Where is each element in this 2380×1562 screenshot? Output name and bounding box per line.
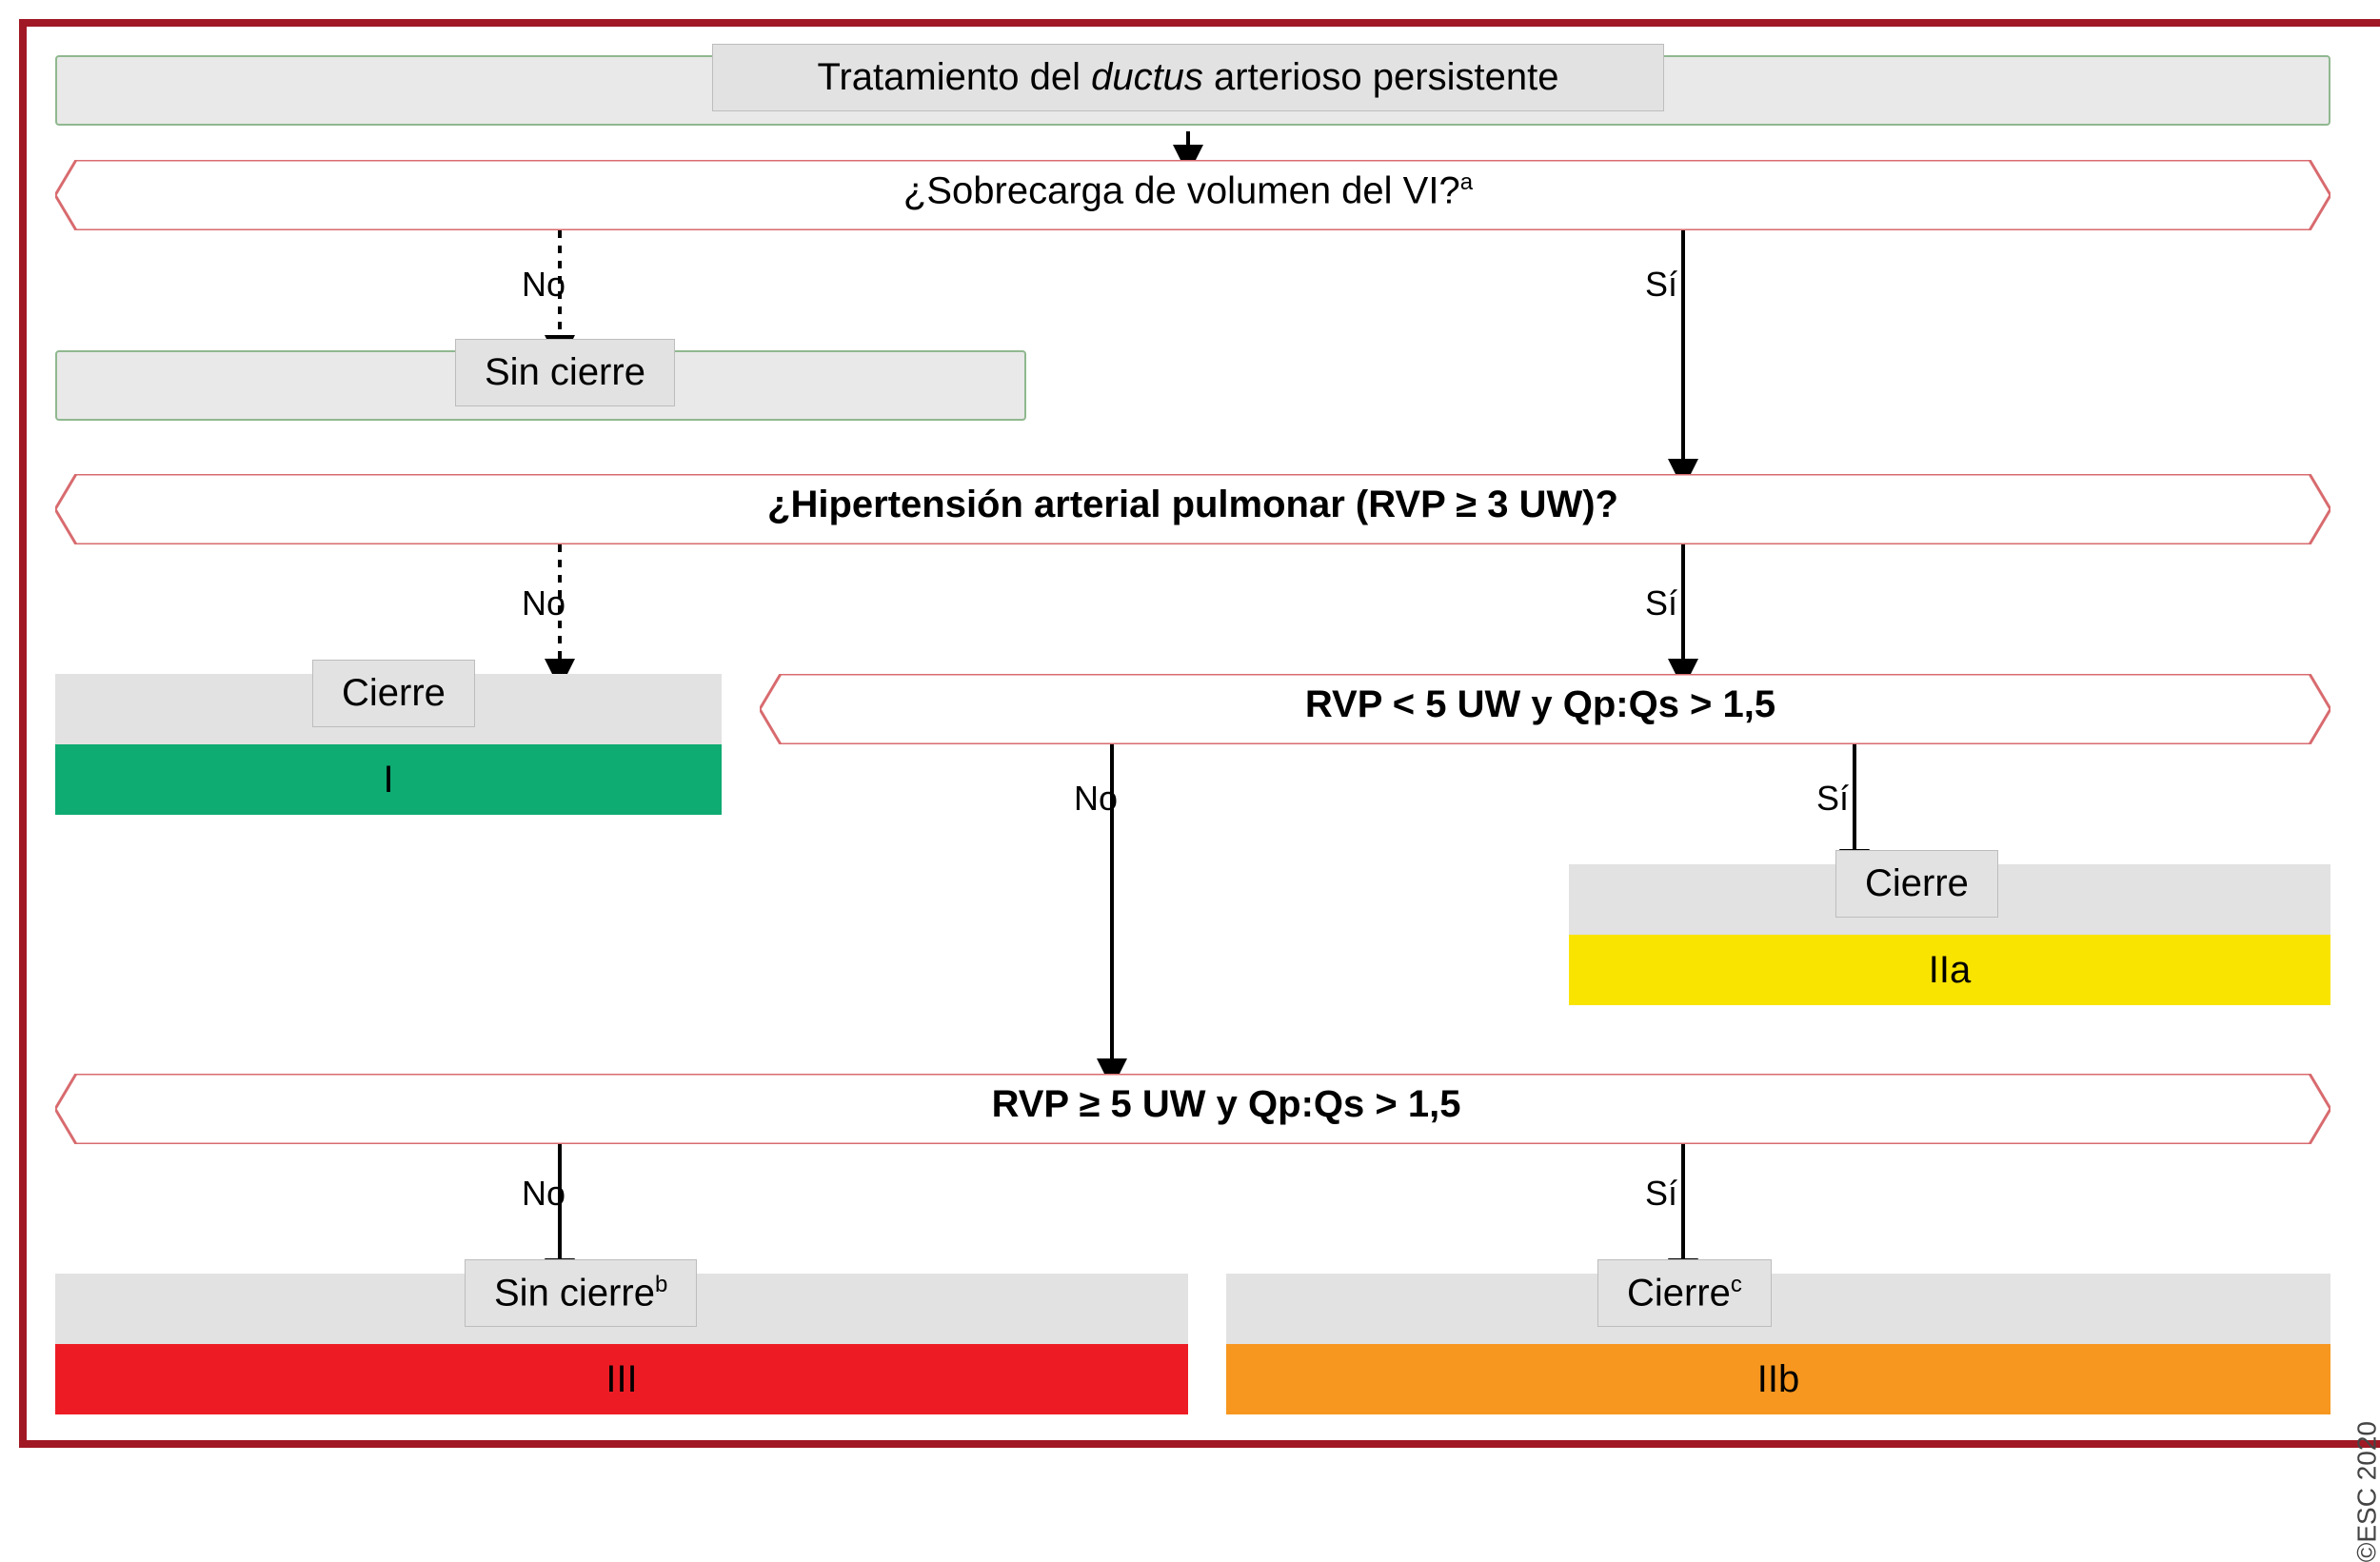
outcome-IIb-top	[1226, 1274, 2330, 1344]
sin-cierre-box: Sin cierre	[455, 339, 675, 406]
outcome-III-label: Sin cierre	[494, 1272, 655, 1314]
outcome-IIb: IIb	[1226, 1274, 2330, 1414]
title-box: Tratamiento del ductus arterioso persist…	[712, 44, 1664, 111]
outcome-IIa-label-box: Cierre	[1835, 850, 1998, 918]
q4-si-label: Sí	[1645, 1174, 1677, 1214]
q3-no-label: No	[1074, 779, 1118, 819]
outcome-IIb-label: Cierre	[1627, 1272, 1731, 1314]
outcome-IIb-sup: c	[1731, 1272, 1742, 1297]
outcome-I-label-box: Cierre	[312, 660, 475, 727]
title-t1: Tratamiento del	[818, 56, 1092, 98]
q1-si-label: Sí	[1645, 265, 1677, 305]
title-italic: ductus	[1091, 56, 1203, 98]
q1-no-label: No	[522, 265, 565, 305]
copyright-text: ©ESC 2020	[2351, 1421, 2380, 1562]
q3-text: RVP < 5 UW y Qp:Qs > 1,5	[1255, 683, 1826, 726]
outcome-IIb-class: IIb	[1226, 1344, 2330, 1414]
outcome-III-label-box: Sin cierreb	[465, 1259, 697, 1327]
q2-no-label: No	[522, 583, 565, 623]
q1-text-label: ¿Sobrecarga de volumen del VI?	[903, 169, 1460, 211]
outcome-I-class: I	[55, 744, 722, 815]
q2-si-label: Sí	[1645, 583, 1677, 623]
outcome-IIa-class: IIa	[1569, 935, 2330, 1005]
q4-text: RVP ≥ 5 UW y Qp:Qs > 1,5	[941, 1083, 1512, 1126]
q2-text: ¿Hipertensión arterial pulmonar (RVP ≥ 3…	[693, 484, 1693, 526]
q4-no-label: No	[522, 1174, 565, 1214]
outcome-III-class: III	[55, 1344, 1188, 1414]
flowchart-canvas: Tratamiento del ductus arterioso persist…	[19, 19, 2380, 1448]
q1-sup: a	[1460, 169, 1473, 195]
outcome-III-sup: b	[655, 1272, 667, 1297]
q3-si-label: Sí	[1816, 779, 1849, 819]
q1-text: ¿Sobrecarga de volumen del VI?a	[807, 169, 1569, 212]
outcome-IIb-label-box: Cierrec	[1597, 1259, 1772, 1327]
title-t2: arterioso persistente	[1203, 56, 1559, 98]
